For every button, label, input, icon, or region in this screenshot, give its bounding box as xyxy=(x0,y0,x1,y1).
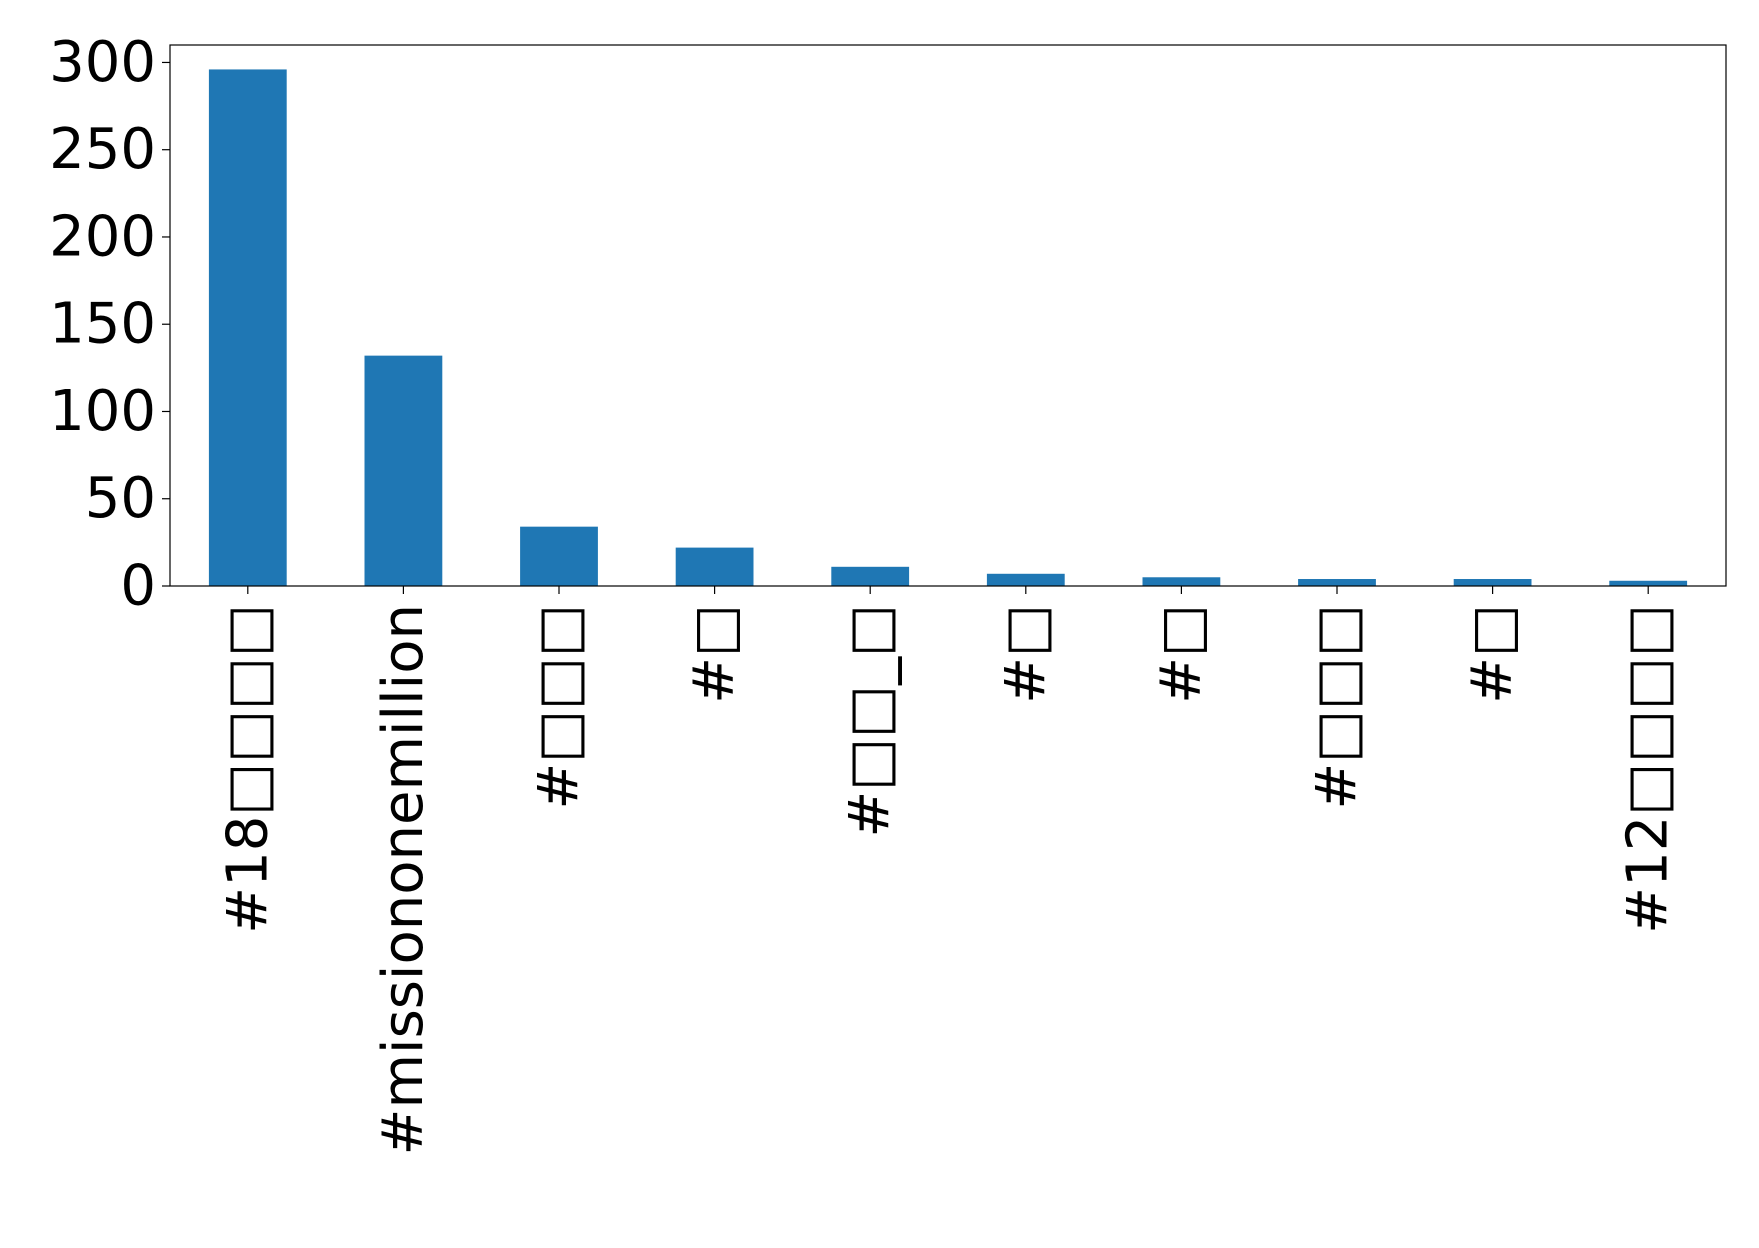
x-tick-label-3: #□ xyxy=(682,604,747,704)
y-tick-label-3: 150 xyxy=(49,292,156,357)
y-tick-label-5: 250 xyxy=(49,117,156,182)
bar-4 xyxy=(831,566,910,586)
y-tick-label-1: 50 xyxy=(85,466,156,531)
bar-3 xyxy=(675,547,754,586)
bar-8 xyxy=(1453,579,1532,586)
bars-group xyxy=(208,69,1688,587)
x-tick-label-0: #18□□□□ xyxy=(215,604,280,934)
bar-6 xyxy=(1142,577,1221,586)
x-tick-label-4: #□□_□ xyxy=(838,604,903,838)
x-tick-label-8: #□ xyxy=(1460,604,1525,704)
x-tick-label-9: #12□□□□ xyxy=(1616,604,1681,934)
bar-7 xyxy=(1298,579,1376,586)
bar-5 xyxy=(986,573,1065,586)
y-tick-label-4: 200 xyxy=(49,204,156,269)
bar-2 xyxy=(520,526,598,586)
bar-9 xyxy=(1609,580,1688,586)
y-tick-label-6: 300 xyxy=(49,30,156,95)
x-tick-label-1: #missiononemillion xyxy=(371,604,436,1155)
x-axis: #18□□□□ #missiononemillion #□□□ #□ #□□_□ #□ #□… xyxy=(215,586,1681,1155)
bar-1 xyxy=(364,355,443,586)
x-tick-label-5: #□ xyxy=(993,604,1058,704)
y-tick-label-0: 0 xyxy=(120,554,156,619)
bar-0 xyxy=(208,69,287,587)
y-tick-label-2: 100 xyxy=(49,379,156,444)
x-tick-label-6: #□ xyxy=(1149,604,1214,704)
plot-frame xyxy=(169,44,1727,587)
y-axis: 0 50 100 150 200 250 300 xyxy=(49,30,170,619)
x-tick-label-7: #□□□ xyxy=(1305,604,1370,810)
x-tick-label-2: #□□□ xyxy=(527,604,592,810)
